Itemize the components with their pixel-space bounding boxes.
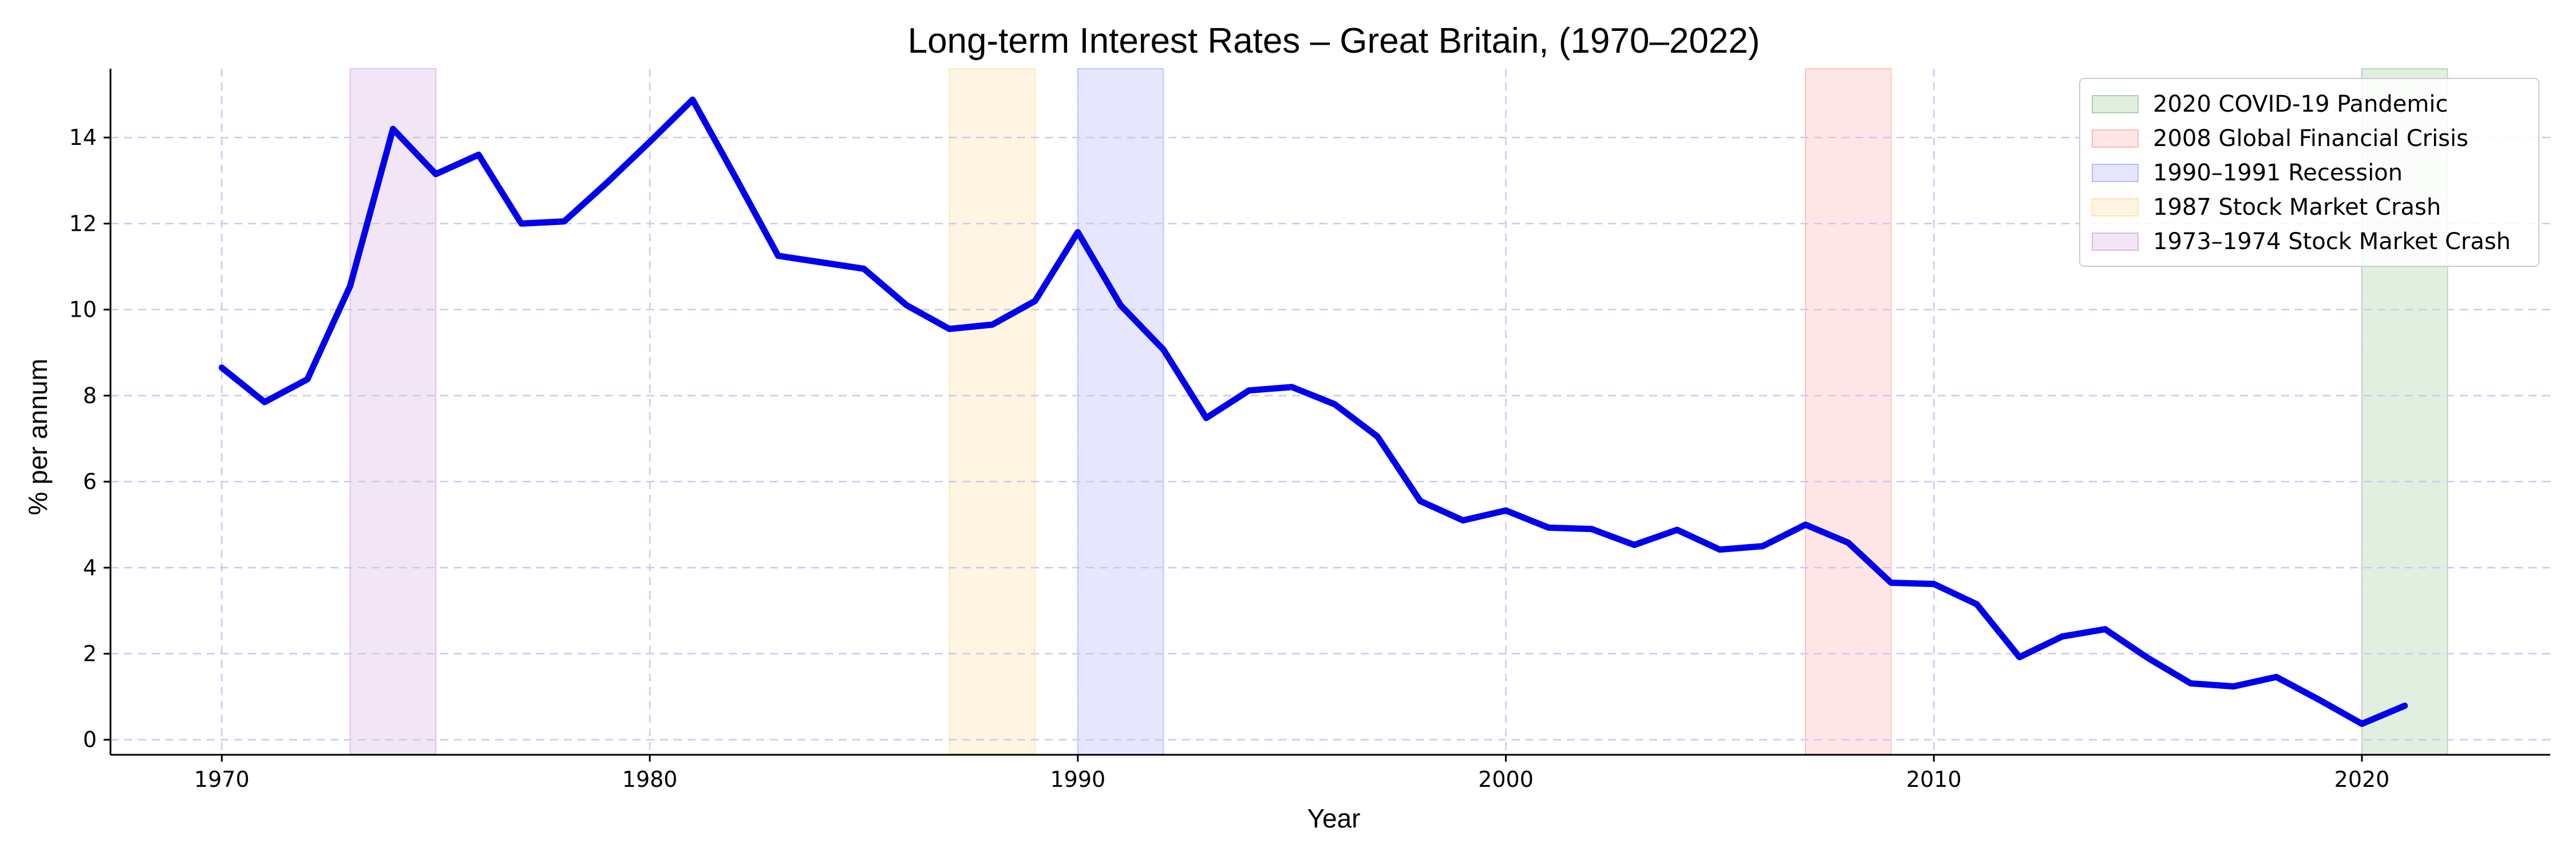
y-tick-label: 14 <box>69 125 97 150</box>
y-tick-label: 0 <box>83 727 97 752</box>
shaded-period-2 <box>1077 68 1164 755</box>
series-line-0 <box>218 96 2408 727</box>
y-tick-label: 8 <box>83 383 97 408</box>
legend-entry: 2020 COVID-19 Pandemic <box>2153 91 2448 117</box>
legend-entry: 1973–1974 Stock Market Crash <box>2153 228 2511 255</box>
y-axis-label: % per annum <box>23 358 53 515</box>
legend-entry: 1990–1991 Recession <box>2153 160 2403 186</box>
axes: 1970 1980 1990 2000 2010 2020 0 2 4 6 8 10 12 14 <box>69 69 2550 792</box>
y-tick-label: 12 <box>69 211 97 236</box>
legend-swatch <box>2092 233 2139 251</box>
legend-swatch <box>2092 95 2139 113</box>
legend-swatch <box>2092 198 2139 216</box>
y-tick-label: 6 <box>83 469 97 494</box>
shaded-period-3 <box>949 68 1036 755</box>
series-layer <box>218 96 2408 727</box>
y-tick-label: 10 <box>69 297 97 322</box>
shaded-periods <box>349 68 2448 755</box>
shaded-period-1 <box>1804 68 1892 755</box>
x-tick-label: 1980 <box>622 767 678 792</box>
y-tick-label: 4 <box>83 555 97 580</box>
x-tick-label: 2020 <box>2334 767 2390 792</box>
legend: 2020 COVID-19 Pandemic 2008 Global Financ… <box>2079 78 2539 267</box>
y-tick-label: 2 <box>83 641 97 666</box>
x-tick-label: 2000 <box>1478 767 1534 792</box>
x-axis-label: Year <box>1307 803 1361 833</box>
legend-entry: 2008 Global Financial Crisis <box>2153 125 2468 152</box>
chart-title: Long-term Interest Rates – Great Britain… <box>908 21 1760 61</box>
legend-swatch <box>2092 129 2139 148</box>
legend-box <box>2079 78 2539 267</box>
legend-entry: 1987 Stock Market Crash <box>2153 194 2441 220</box>
x-tick-label: 2010 <box>1906 767 1962 792</box>
legend-swatch <box>2092 164 2139 182</box>
x-tick-label: 1970 <box>194 767 250 792</box>
x-tick-label: 1990 <box>1050 767 1105 792</box>
shaded-period-4 <box>349 68 437 755</box>
